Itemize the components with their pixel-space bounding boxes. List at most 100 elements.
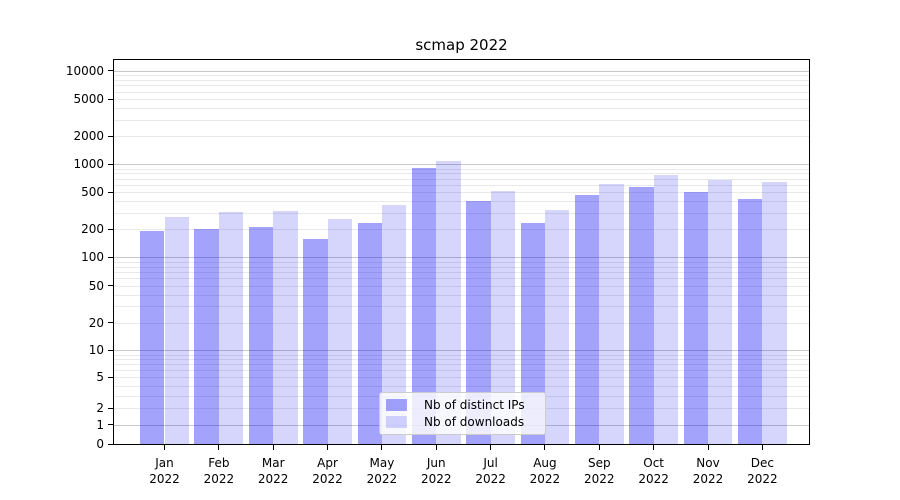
bar-distinct-ips [194, 228, 219, 444]
y-tick-label: 500 [81, 185, 104, 200]
bar-distinct-ips [574, 195, 600, 444]
gridline-major [114, 257, 809, 259]
gridline-minor [114, 91, 809, 93]
y-tick-label: 1000 [73, 157, 104, 172]
y-tick-label: 5000 [73, 92, 104, 107]
y-tick-mark [108, 98, 113, 100]
legend-label: Nb of downloads [424, 414, 525, 429]
gridline-minor [114, 212, 809, 214]
x-tick-label: Sep 2022 [584, 456, 615, 486]
gridline-minor [114, 99, 809, 101]
x-tick-label: Jan 2022 [149, 456, 180, 486]
x-tick-label: Jun 2022 [420, 456, 452, 486]
bar-downloads [164, 216, 189, 444]
gridline-major [114, 70, 809, 72]
legend-label: Nb of distinct IPs [424, 398, 525, 413]
x-tick-mark [381, 445, 383, 450]
gridline-minor [114, 364, 809, 366]
legend: Nb of distinct IPs Nb of downloads [379, 392, 546, 435]
chart-title: scmap 2022 [415, 36, 508, 54]
legend-item-downloads: Nb of downloads [386, 415, 539, 429]
x-tick-mark [218, 445, 220, 450]
plot-area [113, 59, 810, 445]
gridline-minor [114, 80, 809, 82]
x-tick-mark [327, 445, 329, 450]
gridline-minor [114, 359, 809, 361]
gridline-minor [114, 178, 809, 180]
gridline-minor [114, 385, 809, 387]
gridline-minor [114, 75, 809, 77]
gridline-minor [114, 192, 809, 194]
bar-downloads [218, 212, 244, 444]
x-tick-label: Feb 2022 [203, 456, 235, 486]
bar-downloads [273, 210, 298, 444]
gridline-minor [114, 354, 809, 356]
y-tick-mark [108, 256, 113, 258]
bar-distinct-ips [357, 222, 382, 444]
x-tick-mark [164, 445, 165, 450]
gridline-minor [114, 266, 809, 268]
gridline-minor [114, 370, 809, 372]
x-tick-label: Mar 2022 [257, 456, 289, 486]
y-tick-mark [108, 407, 113, 409]
y-tick-mark [108, 424, 113, 425]
legend-swatch-distinct-ips [386, 399, 407, 412]
y-tick-label: 50 [88, 278, 104, 293]
gridline-minor [114, 136, 809, 138]
x-tick-mark [435, 445, 437, 450]
x-tick-label: Nov 2022 [692, 456, 724, 486]
y-tick-label: 2 [96, 401, 104, 416]
y-tick-label: 0 [96, 437, 104, 451]
y-tick-mark [108, 163, 113, 165]
gridline-minor [114, 322, 809, 324]
legend-item-distinct-ips: Nb of distinct IPs [386, 398, 539, 412]
gridline-minor [114, 306, 809, 308]
y-tick-label: 2000 [73, 129, 104, 144]
legend-swatch-downloads [386, 415, 407, 428]
x-tick-mark [272, 445, 274, 450]
gridline-minor [114, 173, 809, 175]
gridline-minor [114, 85, 809, 87]
y-tick-label: 200 [81, 222, 104, 237]
y-tick-mark [108, 285, 113, 287]
bar-distinct-ips [737, 199, 763, 444]
x-tick-label: Oct 2022 [638, 456, 669, 486]
gridline-major [114, 350, 809, 352]
bar-downloads [708, 180, 733, 444]
gridline-minor [114, 261, 809, 263]
x-tick-label: Aug 2022 [529, 456, 561, 486]
gridline-minor [114, 119, 809, 121]
y-tick-mark [108, 349, 113, 351]
gridline-minor [114, 201, 809, 203]
y-tick-label: 100 [81, 250, 104, 265]
y-tick-mark [108, 376, 113, 378]
y-tick-mark [108, 70, 113, 72]
gridline-minor [114, 271, 809, 273]
x-tick-mark [598, 445, 600, 450]
bar-distinct-ips [140, 230, 165, 444]
y-tick-label: 10 [88, 343, 104, 358]
bar-downloads [762, 181, 787, 444]
gridline-minor [114, 229, 809, 231]
x-tick-label: Dec 2022 [747, 456, 778, 486]
x-tick-label: May 2022 [366, 456, 398, 486]
gridline-minor [114, 108, 809, 110]
x-tick-label: Apr 2022 [312, 456, 343, 486]
x-tick-mark [761, 445, 763, 450]
y-tick-mark [108, 228, 113, 230]
x-tick-mark [490, 445, 492, 450]
bar-distinct-ips [683, 192, 708, 444]
gridline-minor [114, 278, 809, 280]
y-tick-mark [108, 443, 113, 445]
y-tick-label: 1 [96, 417, 104, 432]
bar-downloads [327, 219, 352, 444]
x-tick-mark [544, 445, 546, 450]
bar-downloads [599, 184, 624, 444]
bar-downloads [653, 174, 679, 444]
bar-distinct-ips [303, 238, 328, 444]
gridline-minor [114, 168, 809, 170]
bar-distinct-ips [248, 227, 274, 444]
y-tick-mark [108, 135, 113, 137]
gridline-minor [114, 294, 809, 296]
y-tick-label: 20 [88, 315, 104, 330]
